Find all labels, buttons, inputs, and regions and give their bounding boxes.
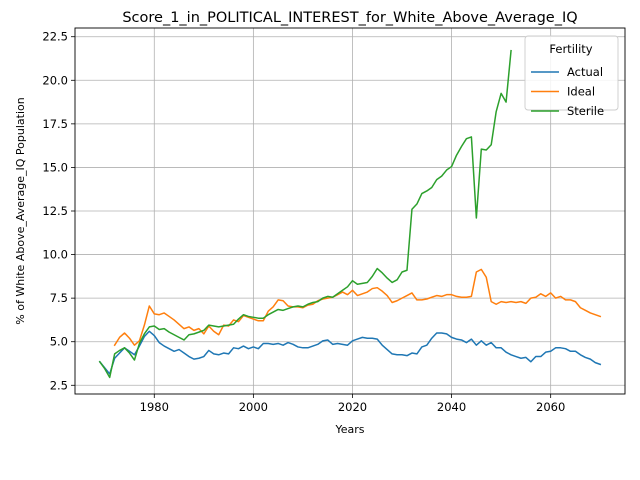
y-tick-label: 17.5	[42, 117, 68, 131]
x-tick-label: 2060	[536, 400, 565, 414]
x-tick-label: 2040	[437, 400, 466, 414]
legend-title: Fertility	[549, 42, 592, 56]
y-axis-label: % of White Above_Average_IQ Population	[14, 97, 27, 324]
chart-title: Score_1_in_POLITICAL_INTEREST_for_White_…	[122, 10, 577, 26]
x-tick-label: 2000	[239, 400, 268, 414]
x-tick-label: 1980	[140, 400, 169, 414]
y-tick-label: 10.0	[42, 248, 68, 262]
legend-label-ideal: Ideal	[567, 85, 595, 99]
legend-label-sterile: Sterile	[567, 104, 604, 118]
y-tick-label: 7.5	[50, 291, 68, 305]
y-tick-label: 12.5	[42, 204, 68, 218]
y-tick-label: 5.0	[50, 335, 68, 349]
legend-label-actual: Actual	[567, 65, 603, 79]
x-tick-label: 2020	[338, 400, 367, 414]
y-tick-label: 22.5	[42, 30, 68, 44]
y-tick-label: 2.5	[50, 378, 68, 392]
y-tick-label: 15.0	[42, 160, 68, 174]
x-axis-label: Years	[334, 423, 364, 436]
y-tick-label: 20.0	[42, 73, 68, 87]
legend: Fertility Actual Ideal Sterile	[525, 36, 618, 118]
